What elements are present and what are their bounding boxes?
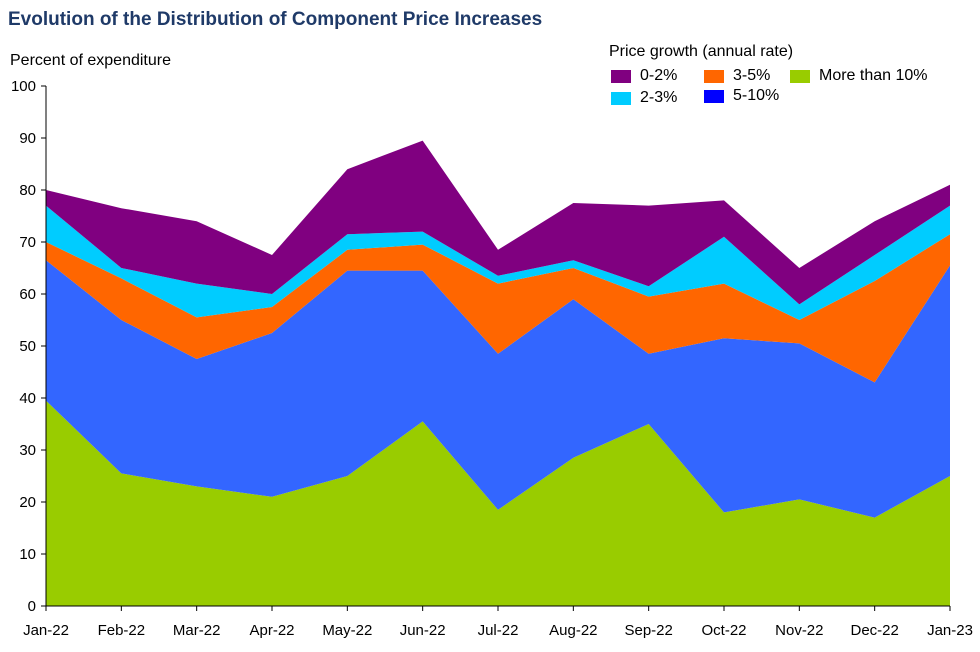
x-tick-label: Nov-22 [775, 622, 823, 639]
x-tick-label: May-22 [322, 622, 372, 639]
chart-title: Evolution of the Distribution of Compone… [8, 9, 543, 30]
y-tick-label: 90 [19, 130, 36, 147]
y-tick-label: 50 [19, 338, 36, 355]
legend-label-2-3: 2-3% [640, 89, 678, 106]
x-tick-label: Sep-22 [624, 622, 672, 639]
x-tick-label: Jan-22 [23, 622, 69, 639]
legend-swatch-2-3 [611, 91, 631, 105]
y-tick-label: 80 [19, 182, 36, 199]
area-series-more-than-10 [46, 400, 950, 606]
x-tick-label: Apr-22 [249, 622, 294, 639]
y-tick-label: 70 [19, 234, 36, 251]
y-tick-label: 30 [19, 442, 36, 459]
legend-item-5-10: 5-10% [704, 87, 779, 105]
x-tick-label: Dec-22 [850, 622, 898, 639]
area-series-3-5 [46, 234, 950, 383]
legend-swatch-0-2 [611, 69, 631, 83]
legend-label-5-10: 5-10% [733, 87, 780, 104]
y-tick-label: 40 [19, 390, 36, 407]
area-series-0-2 [46, 140, 950, 305]
y-tick-label: 0 [28, 598, 36, 615]
legend-item-2-3: 2-3% [611, 89, 677, 107]
legend-label-more-than-10: More than 10% [819, 67, 928, 84]
y-tick-label: 10 [19, 546, 36, 563]
x-tick-label: Feb-22 [98, 622, 146, 639]
legend-title: Price growth (annual rate) [609, 43, 794, 60]
legend-item-0-2: 0-2% [611, 67, 677, 85]
y-tick-label: 100 [11, 78, 36, 95]
y-axis-label: Percent of expenditure [10, 52, 171, 69]
legend-swatch-more-than-10 [790, 69, 810, 83]
area-layers [46, 140, 950, 606]
legend-label-3-5: 3-5% [733, 67, 771, 84]
x-tick-label: Aug-22 [549, 622, 597, 639]
x-tick-label: Jan-23 [927, 622, 973, 639]
x-tick-label: Mar-22 [173, 622, 221, 639]
x-tick-label: Jul-22 [478, 622, 519, 639]
legend-item-more-than-10: More than 10% [790, 67, 928, 85]
legend-swatch-3-5 [704, 69, 724, 83]
legend-item-3-5: 3-5% [704, 67, 770, 85]
area-series-5-10 [46, 260, 950, 518]
legend-swatch-5-10 [704, 89, 724, 103]
y-tick-label: 20 [19, 494, 36, 511]
axes: 0 10 20 30 40 50 60 70 80 90 100 Jan-22 Feb-22 Mar-22… [11, 78, 973, 639]
legend-label-0-2: 0-2% [640, 67, 678, 84]
y-tick-label: 60 [19, 286, 36, 303]
x-tick-label: Jun-22 [400, 622, 446, 639]
x-tick-label: Oct-22 [701, 622, 746, 639]
